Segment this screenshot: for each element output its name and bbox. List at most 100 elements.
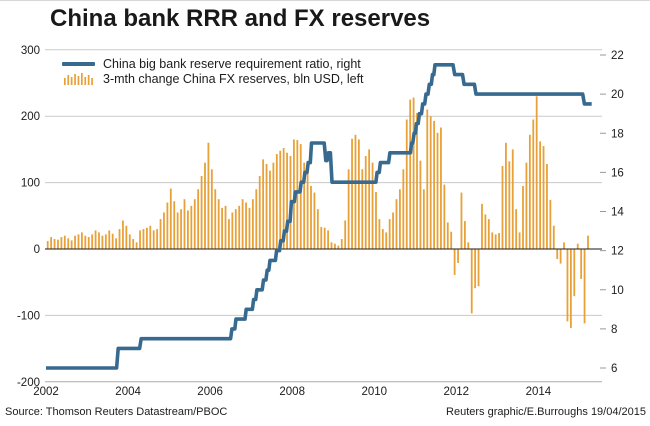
fx-bar: [139, 230, 141, 249]
right-axis-tick-label: 10: [611, 285, 624, 297]
right-axis-tick-label: 20: [611, 89, 624, 101]
fx-bar: [282, 148, 285, 249]
bars-swatch-bar: [91, 78, 93, 85]
right-axis-tick-label: 6: [611, 363, 617, 375]
fx-bar: [569, 249, 572, 329]
right-axis-tick-label: 14: [611, 207, 624, 219]
fx-bar: [470, 249, 473, 314]
fx-bar: [419, 160, 422, 249]
fx-bar: [115, 238, 117, 249]
fx-bar: [535, 96, 538, 249]
fx-bar: [190, 205, 193, 249]
right-axis-tick-label: 16: [611, 167, 624, 179]
bars-swatch-bar: [84, 77, 87, 85]
legend-label-rrr: China big bank reserve requirement ratio…: [103, 56, 361, 71]
fx-bar: [474, 249, 477, 289]
fx-bar: [50, 237, 53, 249]
fx-bar: [125, 225, 128, 249]
fx-bar: [303, 162, 306, 249]
fx-bar: [159, 219, 162, 249]
fx-bar: [221, 207, 223, 249]
fx-bar: [330, 242, 333, 249]
legend-label-fx: 3-mth change China FX reserves, bln USD,…: [103, 71, 364, 86]
left-axis-tick-label: 200: [21, 111, 40, 123]
fx-bar: [108, 230, 111, 249]
fx-bar: [498, 233, 500, 249]
fx-bar: [91, 234, 94, 249]
fx-bar: [484, 214, 487, 249]
fx-bar: [511, 149, 514, 249]
fx-bar: [515, 209, 518, 249]
credit-note: Reuters graphic/E.Burroughs 19/04/2015: [446, 406, 646, 418]
fx-bar: [508, 161, 511, 249]
fx-bar: [163, 212, 165, 249]
left-axis-tick-label: 0: [34, 244, 40, 256]
fx-bar: [368, 149, 371, 249]
fx-bar: [323, 227, 326, 249]
fx-bar: [583, 249, 586, 324]
fx-bar: [542, 146, 545, 249]
fx-bar: [371, 162, 374, 249]
fx-bar: [528, 134, 531, 249]
fx-bar: [258, 175, 261, 249]
legend-row-fx: 3-mth change China FX reserves, bln USD,…: [62, 71, 364, 86]
fx-bar: [57, 239, 59, 249]
x-axis-tick-label: 2008: [279, 386, 305, 398]
fx-bar: [204, 162, 206, 249]
fx-bar: [539, 141, 542, 249]
x-axis-tick-label: 2012: [444, 386, 470, 398]
fx-bar: [436, 132, 439, 249]
fx-bar: [412, 97, 415, 249]
bars-swatch-bar: [70, 77, 73, 85]
fx-bar: [272, 162, 275, 249]
fx-bar: [306, 167, 309, 249]
fx-bar: [347, 169, 350, 249]
fx-bar: [299, 144, 302, 249]
x-axis-tick-label: 2006: [197, 386, 223, 398]
fx-bar: [104, 234, 107, 249]
fx-bar: [111, 233, 114, 249]
bars-swatch-bar: [64, 78, 66, 85]
fx-bar: [501, 166, 504, 249]
fx-bar: [132, 239, 135, 249]
fx-bar: [193, 199, 196, 249]
fx-reserves-bars: [46, 96, 589, 329]
fx-bar: [440, 127, 442, 249]
fx-bar: [481, 203, 483, 249]
fx-bar: [460, 192, 463, 249]
fx-bar: [549, 199, 552, 249]
fx-bar: [63, 235, 66, 249]
fx-bar: [443, 184, 446, 249]
gridlines: [45, 49, 602, 383]
fx-bar: [118, 229, 121, 249]
fx-bar: [286, 152, 288, 249]
fx-bar: [210, 169, 213, 249]
line-swatch-icon: [62, 61, 95, 66]
fx-bar: [491, 232, 494, 249]
fx-bar: [241, 199, 244, 249]
bars-swatch-icon: [64, 73, 93, 85]
fx-bar: [405, 119, 408, 250]
fx-bar: [265, 164, 268, 249]
fx-bar: [559, 249, 562, 264]
fx-bar: [94, 230, 97, 249]
fx-bar: [522, 185, 524, 249]
fx-bar: [248, 207, 251, 249]
fx-bar: [166, 202, 169, 249]
fx-bar: [354, 134, 357, 249]
fx-bar: [361, 169, 364, 249]
fx-bar: [351, 138, 353, 249]
fx-bar: [388, 219, 391, 249]
fx-bar: [320, 227, 323, 249]
fx-bar: [176, 212, 179, 249]
fx-bar: [313, 192, 316, 249]
chart-legend: China big bank reserve requirement ratio…: [62, 56, 364, 86]
rrr-line: [46, 63, 592, 370]
fx-bar: [46, 241, 49, 249]
fx-bar: [77, 234, 80, 249]
bars-swatch-bar: [74, 74, 76, 85]
right-axis-tick-label: 12: [611, 246, 624, 258]
fx-bar: [556, 249, 559, 259]
